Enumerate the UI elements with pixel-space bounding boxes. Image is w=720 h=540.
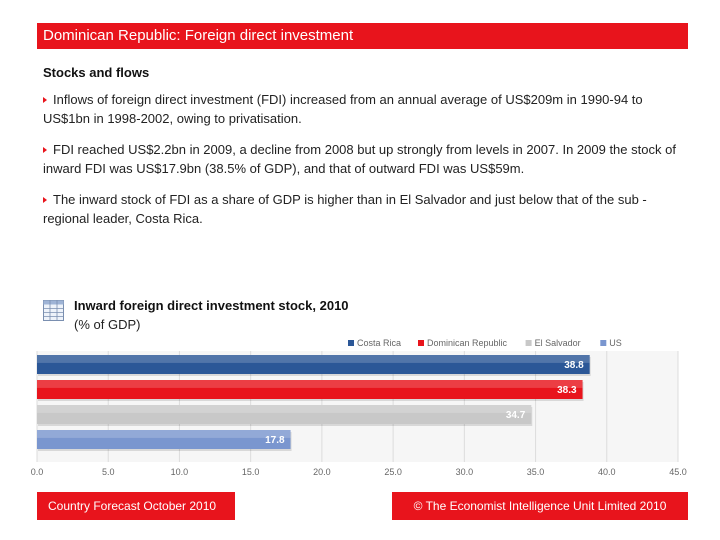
x-tick-label: 20.0 [313,467,331,477]
x-tick-label: 35.0 [527,467,545,477]
bullet-text: FDI reached US$2.2bn in 2009, a decline … [43,142,676,176]
bar-dominican-republic [37,380,583,399]
bar-costa-rica [37,355,590,374]
bar-highlight [37,405,532,413]
bullet-item: The inward stock of FDI as a share of GD… [43,190,688,228]
bar-value-label: 38.8 [564,360,584,371]
bar-us [37,430,291,449]
x-tick-label: 5.0 [102,467,115,477]
legend-label: El Salvador [535,338,581,348]
legend-label: US [609,338,622,348]
chart-unit: (% of GDP) [74,317,141,332]
x-tick-label: 30.0 [456,467,474,477]
table-icon [43,300,64,321]
x-tick-label: 15.0 [242,467,260,477]
bar-value-label: 17.8 [265,435,285,446]
bullet-arrow-icon [43,147,47,153]
bar-value-label: 38.3 [557,385,577,396]
bullet-arrow-icon [43,197,47,203]
footer-source: Country Forecast October 2010 [37,492,235,520]
chart-title: Inward foreign direct investment stock, … [74,298,349,313]
page-title: Dominican Republic: Foreign direct inves… [37,23,688,49]
bullet-item: Inflows of foreign direct investment (FD… [43,90,688,128]
bar-value-label: 34.7 [506,410,526,421]
legend-swatch [525,340,532,346]
x-tick-label: 25.0 [384,467,402,477]
bullet-arrow-icon [43,97,47,103]
legend-swatch [348,340,354,346]
x-tick-label: 40.0 [598,467,616,477]
bullet-text: Inflows of foreign direct investment (FD… [43,92,643,126]
section-subtitle: Stocks and flows [43,65,150,80]
bar-highlight [37,380,583,388]
footer-copyright: © The Economist Intelligence Unit Limite… [392,492,688,520]
bar-highlight [37,355,590,363]
legend-swatch [600,340,607,346]
x-tick-label: 45.0 [669,467,687,477]
bullet-text: The inward stock of FDI as a share of GD… [43,192,647,226]
legend-label: Costa Rica [357,338,401,348]
x-tick-label: 10.0 [171,467,189,477]
bullet-item: FDI reached US$2.2bn in 2009, a decline … [43,140,688,178]
bullet-list: Inflows of foreign direct investment (FD… [43,90,688,240]
legend-swatch [418,340,424,346]
legend-label: Dominican Republic [427,338,508,348]
x-tick-label: 0.0 [31,467,44,477]
bar-highlight [37,430,291,438]
bar-el-salvador [37,405,532,424]
fdi-bar-chart: 0.0 5.0 10.0 15.0 20.0 25.0 30.0 35.0 40.0 45.0 Co… [31,338,687,477]
